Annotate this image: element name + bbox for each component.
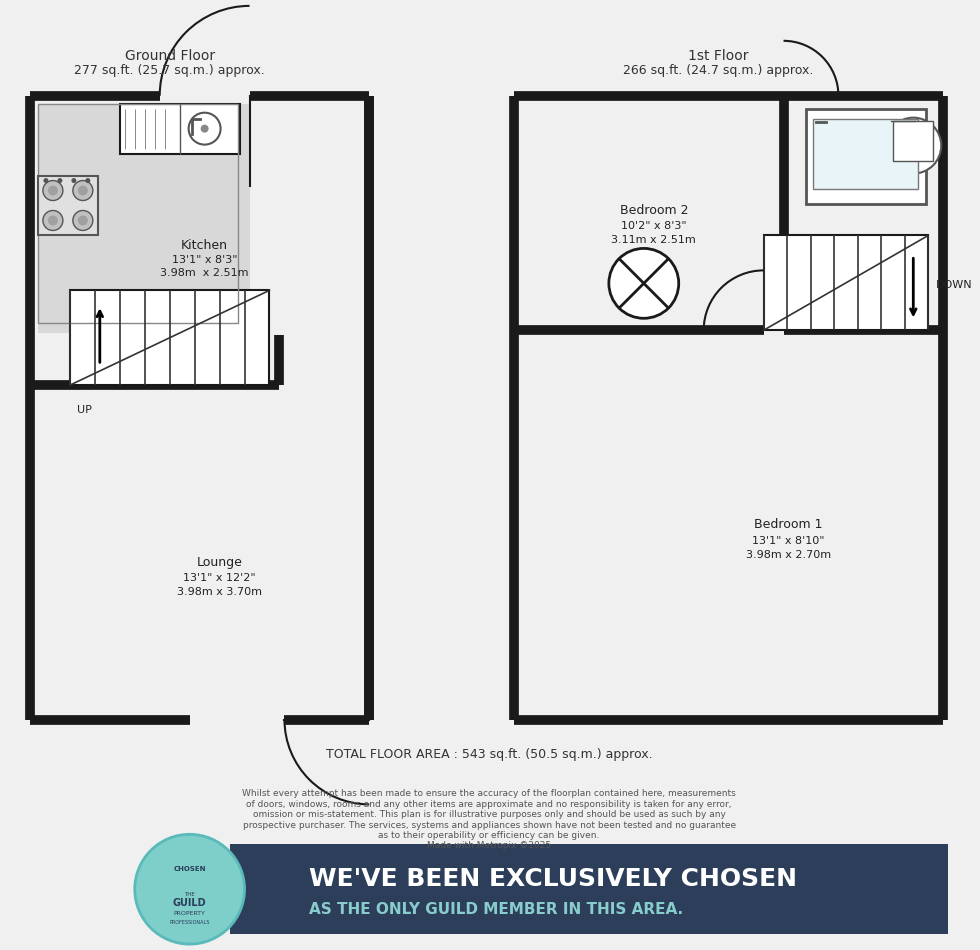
Bar [38, 176, 98, 236]
Bar [763, 236, 928, 331]
Bar [120, 104, 239, 154]
Text: PROFESSIONALS: PROFESSIONALS [170, 920, 210, 924]
Circle shape [48, 185, 58, 196]
Text: Whilst every attempt has been made to ensure the accuracy of the floorplan conta: Whilst every attempt has been made to en… [242, 789, 736, 850]
Circle shape [48, 216, 58, 225]
Circle shape [73, 180, 93, 200]
Text: 3.98m x 2.70m: 3.98m x 2.70m [746, 550, 831, 560]
Text: 266 sq.ft. (24.7 sq.m.) approx.: 266 sq.ft. (24.7 sq.m.) approx. [623, 65, 813, 77]
Text: PROPERTY: PROPERTY [173, 911, 206, 916]
Bar [70, 291, 270, 385]
Bar [807, 108, 926, 203]
Text: 10'2" x 8'3": 10'2" x 8'3" [621, 221, 687, 232]
Circle shape [134, 834, 245, 944]
Circle shape [188, 113, 220, 144]
Bar [229, 845, 949, 934]
Circle shape [43, 180, 63, 200]
Text: 1st Floor: 1st Floor [688, 48, 749, 63]
Text: THE: THE [184, 892, 195, 897]
Text: 3.98m x 3.70m: 3.98m x 3.70m [177, 587, 262, 598]
Text: TOTAL FLOOR AREA : 543 sq.ft. (50.5 sq.m.) approx.: TOTAL FLOOR AREA : 543 sq.ft. (50.5 sq.m… [325, 748, 653, 761]
Bar [813, 119, 918, 188]
Circle shape [77, 216, 88, 225]
Circle shape [43, 178, 48, 183]
Text: 13'1" x 12'2": 13'1" x 12'2" [183, 573, 256, 583]
Text: Bedroom 2: Bedroom 2 [619, 204, 688, 217]
Circle shape [201, 124, 209, 133]
Text: DOWN: DOWN [936, 280, 973, 291]
Text: 277 sq.ft. (25.7 sq.m.) approx.: 277 sq.ft. (25.7 sq.m.) approx. [74, 65, 265, 77]
Circle shape [609, 249, 679, 318]
Text: Ground Floor: Ground Floor [124, 48, 215, 63]
Circle shape [73, 211, 93, 231]
Text: 13'1" x 8'3": 13'1" x 8'3" [172, 256, 237, 265]
Circle shape [43, 211, 63, 231]
Text: Lounge: Lounge [197, 556, 242, 569]
Circle shape [885, 118, 941, 174]
Bar [38, 104, 250, 333]
Text: 3.98m  x 2.51m: 3.98m x 2.51m [161, 269, 249, 278]
Text: GUILD: GUILD [172, 898, 207, 908]
Circle shape [72, 178, 76, 183]
Text: 3.11m x 2.51m: 3.11m x 2.51m [612, 236, 696, 245]
Circle shape [58, 178, 63, 183]
Text: Kitchen: Kitchen [181, 239, 228, 252]
Text: 13'1" x 8'10": 13'1" x 8'10" [753, 536, 825, 546]
Text: AS THE ONLY GUILD MEMBER IN THIS AREA.: AS THE ONLY GUILD MEMBER IN THIS AREA. [310, 902, 683, 917]
Text: CHOSEN: CHOSEN [173, 866, 206, 872]
Bar [38, 104, 237, 323]
Text: Bedroom 1: Bedroom 1 [755, 519, 823, 531]
Bar [894, 121, 933, 161]
Text: WE'VE BEEN EXCLUSIVELY CHOSEN: WE'VE BEEN EXCLUSIVELY CHOSEN [310, 867, 798, 891]
Circle shape [77, 185, 88, 196]
Circle shape [85, 178, 90, 183]
Text: UP: UP [77, 405, 92, 415]
